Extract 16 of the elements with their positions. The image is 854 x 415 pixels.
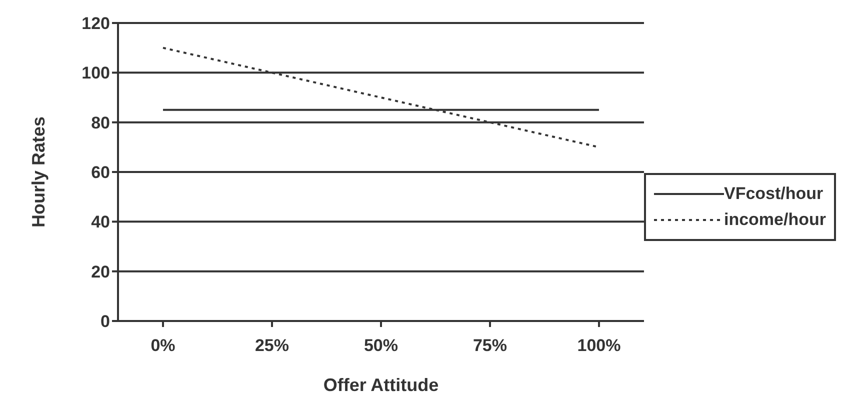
y-tick-label: 0 (100, 312, 110, 332)
x-tick-label: 75% (472, 336, 508, 356)
x-tick-label: 50% (364, 336, 398, 356)
legend-label: VFcost/hour (724, 183, 824, 205)
y-tick-label: 100 (82, 64, 110, 83)
x-tick-label: 100% (577, 336, 621, 356)
y-tick-label: 80 (91, 113, 110, 132)
y-tick-label: 40 (91, 212, 110, 232)
x-tick-label: 25% (254, 336, 290, 356)
y-tick-label: 120 (82, 14, 110, 34)
y-tick-label: 20 (91, 262, 110, 282)
x-axis-title: Offer Attitude (323, 375, 439, 395)
legend-label: income/hour (724, 209, 826, 231)
y-axis-title: Hourly Rates (28, 116, 48, 228)
y-tick-label: 60 (91, 163, 110, 182)
x-tick-label: 0% (150, 336, 176, 356)
